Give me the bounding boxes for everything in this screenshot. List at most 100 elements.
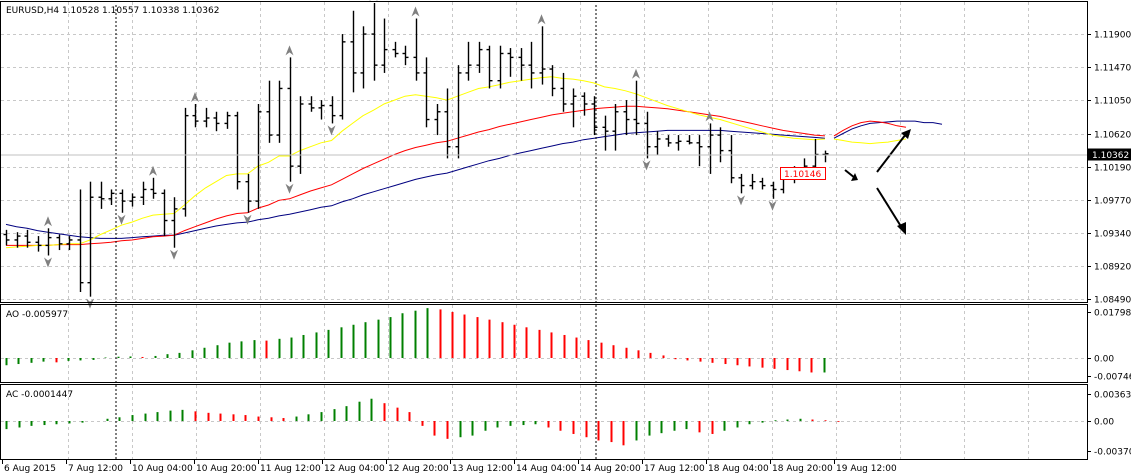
time-tick-label: 11 Aug 12:00 [260, 464, 321, 474]
ohlc-bar [644, 111, 651, 159]
fractal-down-marker [117, 214, 126, 225]
price-tick-label: 1.11050 [1094, 97, 1131, 107]
ohlc-bar [455, 65, 462, 159]
price-tick-label: 1.09770 [1094, 197, 1131, 207]
ohlc-bar [591, 96, 598, 136]
forecast-arrows [844, 129, 911, 235]
time-tick-label: 12 Aug 20:00 [388, 464, 449, 474]
price-tick-label: 1.08920 [1094, 263, 1131, 273]
ohlc-bar [35, 236, 42, 252]
ma-fast-line [5, 76, 826, 249]
ohlc-bar [3, 229, 10, 246]
arrow-up-line [876, 133, 907, 173]
fractal-down-marker [737, 195, 745, 206]
ohlc-bar [192, 103, 199, 128]
ohlc-bar [77, 189, 84, 293]
ohlc-bar [339, 34, 346, 120]
ohlc-bar [213, 111, 220, 132]
ohlc-bar [497, 45, 504, 89]
ohlc-bar [549, 65, 556, 97]
arrow-down-line [876, 187, 903, 229]
ohlc-bar [308, 96, 315, 112]
ao-histogram [5, 308, 826, 373]
ohlc-bar [434, 103, 441, 136]
fractal-up-marker [537, 14, 546, 25]
fractal-markers [44, 0, 777, 309]
ac-grid [1, 385, 1087, 459]
ohlc-bar [486, 45, 493, 89]
ohlc-bar [203, 107, 210, 128]
ohlc-bar [465, 41, 472, 81]
ac-tick-label: 0.003637 [1094, 391, 1131, 401]
ohlc-bar [686, 135, 693, 145]
ohlc-bar [171, 197, 178, 248]
ma-mid-projection [833, 120, 907, 137]
ohlc-bar [14, 232, 21, 248]
ao-grid [1, 305, 1087, 382]
time-tick-label: 10 Aug 20:00 [196, 464, 257, 474]
current-price-box [1088, 148, 1131, 161]
main-grid [1, 2, 1087, 302]
ohlc-bar [770, 181, 777, 199]
ao-tick-label: 0.00 [1094, 355, 1114, 365]
ohlc-bar [87, 181, 94, 297]
symbol-title: EURUSD,H4 1.10528 1.10557 1.10338 1.1036… [6, 6, 219, 16]
main-frame [0, 1, 1088, 303]
price-tick-label: 1.11900 [1094, 31, 1131, 41]
arrow-head [851, 173, 858, 181]
ohlc-bar [602, 115, 609, 151]
ohlc-bar [759, 177, 766, 190]
ohlc-bar [140, 181, 147, 205]
fractal-up-marker [369, 0, 378, 1]
ao-tick-label: -0.007463 [1094, 373, 1131, 383]
price-tick-label: 1.11470 [1094, 64, 1131, 74]
price-tick-label: 1.10190 [1094, 164, 1131, 174]
fractal-down-marker [243, 214, 252, 225]
ohlc-bar [329, 96, 336, 124]
price-tick-label: 1.10620 [1094, 131, 1131, 141]
ohlc-bar [234, 111, 241, 190]
time-tick-label: 19 Aug 12:00 [836, 464, 897, 474]
ohlc-bar [560, 72, 567, 112]
ohlc-bar [108, 189, 115, 205]
ma-slow-projection [833, 120, 943, 139]
ohlc-bar [287, 57, 294, 182]
ohlc-bar [245, 173, 252, 213]
ohlc-bar [350, 10, 357, 93]
ohlc-bar [581, 92, 588, 116]
ohlc-bar [707, 123, 714, 174]
ohlc-bar [45, 228, 52, 256]
time-tick-label: 14 Aug 04:00 [516, 464, 577, 474]
time-tick-label: 7 Aug 12:00 [68, 464, 123, 474]
marker-price-label: 1.10146 [784, 170, 821, 180]
ohlc-bar [570, 88, 577, 128]
ohlc-bar [822, 150, 829, 163]
fractal-up-marker [411, 6, 420, 17]
fractal-down-marker [285, 183, 294, 194]
ohlc-bar [665, 135, 672, 147]
ohlc-bar [612, 103, 619, 151]
arrow-up-head [901, 129, 911, 139]
time-tick-label: 18 Aug 20:00 [772, 464, 833, 474]
ohlc-bar [24, 229, 31, 248]
ao-label: AO -0.005977 [6, 310, 68, 320]
ohlc-bar [728, 135, 735, 184]
ohlc-bar [381, 18, 388, 73]
ohlc-bar [528, 41, 535, 89]
ohlc-bar [119, 189, 126, 213]
ac-tick-label: 0.00 [1094, 418, 1114, 428]
time-tick-label: 14 Aug 20:00 [580, 464, 641, 474]
ohlc-bar [182, 107, 189, 217]
fractal-down-marker [86, 298, 94, 309]
ac-histogram [5, 398, 840, 446]
fractal-down-marker [44, 257, 52, 268]
ac-tick-label: -0.003701 [1094, 448, 1131, 458]
fractal-up-marker [705, 111, 714, 122]
ohlc-bar [696, 135, 703, 167]
time-tick-label: 13 Aug 12:00 [452, 464, 513, 474]
ohlc-bar [392, 41, 399, 58]
ohlc-bar [255, 103, 262, 209]
time-axis: 6 Aug 2015 7 Aug 12:00 10 Aug 04:00 10 Aug … [2, 459, 897, 474]
